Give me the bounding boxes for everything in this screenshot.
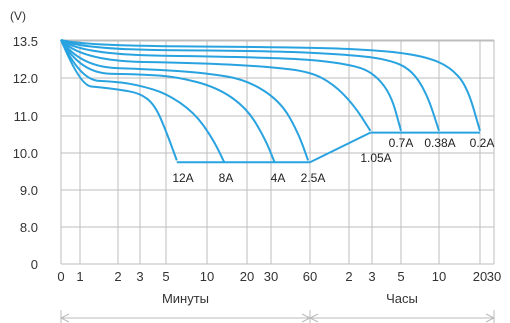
y-tick-label: 13.5 — [13, 34, 38, 49]
discharge-curve — [60, 39, 226, 163]
y-tick-label: 11.0 — [14, 109, 38, 124]
cutoff-connector — [309, 131, 371, 164]
x-tick-label: 60 — [303, 269, 317, 284]
curve-label: 1.05A — [360, 151, 391, 165]
x-tick-label: 30 — [264, 269, 278, 284]
y-tick-label: 8.0 — [20, 220, 38, 235]
x-tick-label: 20 — [473, 269, 487, 284]
curve-label: 0.2A — [470, 136, 495, 150]
x-tick-label: 3 — [368, 269, 375, 284]
x-tick-label: 10 — [200, 269, 214, 284]
curve-label: 12A — [172, 171, 193, 185]
discharge-curve — [60, 39, 276, 163]
discharge-curve — [60, 39, 310, 161]
x-tick-label: 10 — [432, 269, 446, 284]
y-unit-label: (V) — [10, 9, 26, 23]
curve-label: 0.38A — [424, 136, 455, 150]
discharge-curve — [60, 38, 402, 132]
x-tick-label: 2 — [345, 269, 352, 284]
x-tick-label: 5 — [397, 269, 404, 284]
y-tick-label: 10.0 — [13, 146, 38, 161]
time-section-label: Часы — [386, 291, 418, 306]
y-tick-label: 0 — [31, 257, 38, 272]
time-sections: Минуты Часы — [59, 291, 496, 323]
x-tick-label: 0 — [57, 269, 64, 284]
x-tick-label: 30 — [487, 269, 501, 284]
curve-label: 4A — [271, 171, 286, 185]
curve-label: 8A — [219, 171, 234, 185]
discharge-curve — [60, 39, 178, 161]
x-tick-label: 3 — [136, 269, 143, 284]
y-tick-label: 9.0 — [20, 183, 38, 198]
curves — [60, 38, 481, 164]
x-tick-label: 5 — [162, 269, 169, 284]
grid — [60, 39, 495, 265]
y-tick-label: 12.0 — [13, 71, 38, 86]
curve-label: 0.7A — [389, 136, 414, 150]
time-section-label: Минуты — [162, 291, 209, 306]
discharge-curve — [60, 39, 372, 132]
axes: (V)13.512.011.010.09.08.000 1 2 3 5 10 20 30 60 2… — [10, 9, 501, 284]
x-tick-label: 1 — [76, 269, 83, 284]
discharge-curve — [60, 38, 481, 132]
discharge-curve — [60, 38, 440, 132]
x-tick-label: 2 — [114, 269, 121, 284]
curve-label: 2.5A — [301, 171, 326, 185]
x-tick-label: 20 — [240, 269, 254, 284]
